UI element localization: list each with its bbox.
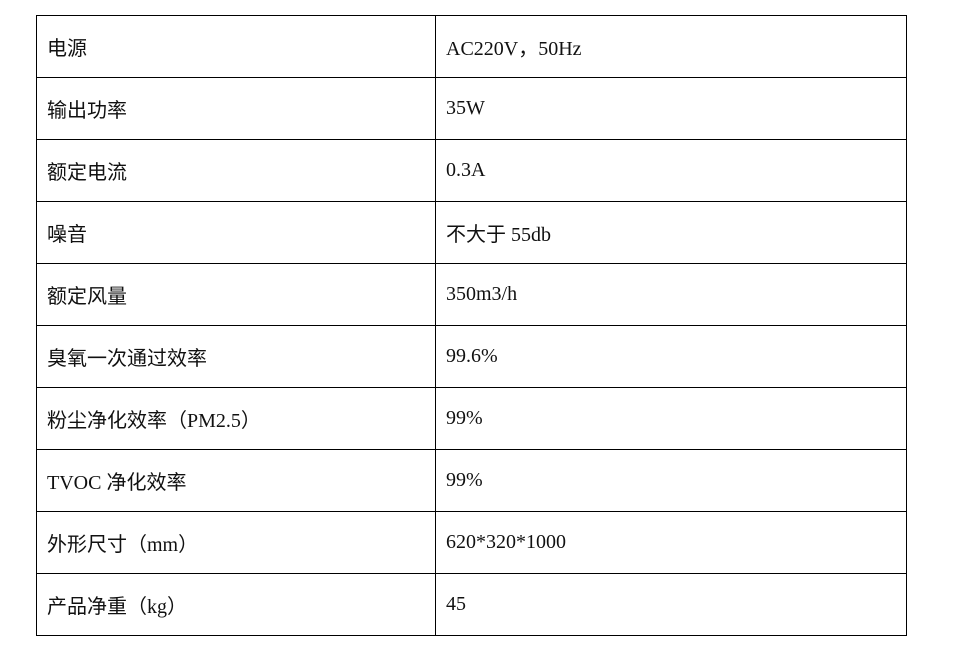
- table-body: 电源 AC220V，50Hz 输出功率 35W 额定电流 0.3A 噪音 不大于 55db 额定…: [36, 15, 907, 636]
- spec-name: 额定电流: [36, 139, 436, 202]
- table-row: 电源 AC220V，50Hz: [36, 15, 907, 78]
- spec-value: 620*320*1000: [435, 511, 907, 574]
- spec-value: 不大于 55db: [435, 201, 907, 264]
- spec-value: 0.3A: [435, 139, 907, 202]
- table-row: 粉尘净化效率（PM2.5） 99%: [36, 387, 907, 450]
- table-row: 输出功率 35W: [36, 77, 907, 140]
- table-row: TVOC 净化效率 99%: [36, 449, 907, 512]
- table-row: 产品净重（kg） 45: [36, 573, 907, 636]
- spec-name: TVOC 净化效率: [36, 449, 436, 512]
- spec-name: 额定风量: [36, 263, 436, 326]
- spec-name: 噪音: [36, 201, 436, 264]
- spec-value: 35W: [435, 77, 907, 140]
- spec-value: 45: [435, 573, 907, 636]
- spec-name: 外形尺寸（mm）: [36, 511, 436, 574]
- table-row: 额定风量 350m3/h: [36, 263, 907, 326]
- table-row: 噪音 不大于 55db: [36, 201, 907, 264]
- spec-value: AC220V，50Hz: [435, 15, 907, 78]
- spec-name: 粉尘净化效率（PM2.5）: [36, 387, 436, 450]
- table-row: 外形尺寸（mm） 620*320*1000: [36, 511, 907, 574]
- table-row: 臭氧一次通过效率 99.6%: [36, 325, 907, 388]
- spec-name: 电源: [36, 15, 436, 78]
- spec-value: 99%: [435, 449, 907, 512]
- spec-name: 输出功率: [36, 77, 436, 140]
- table-row: 额定电流 0.3A: [36, 139, 907, 202]
- spec-table: 电源 AC220V，50Hz 输出功率 35W 额定电流 0.3A 噪音 不大于 55db 额定…: [36, 15, 907, 636]
- spec-name: 产品净重（kg）: [36, 573, 436, 636]
- spec-value: 99%: [435, 387, 907, 450]
- spec-value: 350m3/h: [435, 263, 907, 326]
- spec-value: 99.6%: [435, 325, 907, 388]
- spec-name: 臭氧一次通过效率: [36, 325, 436, 388]
